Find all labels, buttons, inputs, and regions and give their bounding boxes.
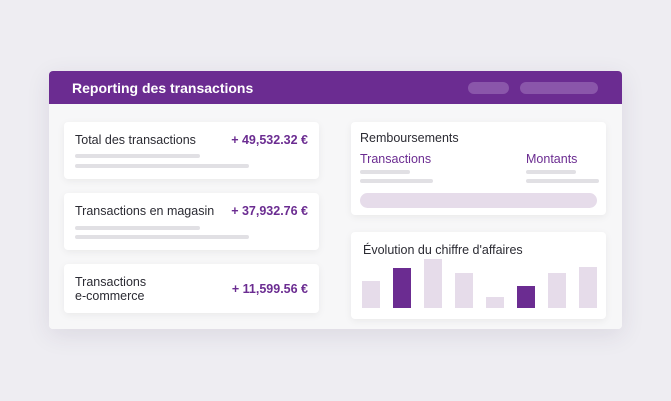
chart-bar-4: [455, 273, 473, 308]
refunds-amounts-column[interactable]: Montants: [526, 152, 578, 166]
placeholder-line: [526, 170, 576, 174]
header-wide-pill-button[interactable]: [520, 82, 598, 94]
chart-bar-2: [393, 268, 411, 308]
stat-label-line2: e-commerce: [75, 289, 145, 303]
window-header: Reporting des transactions: [49, 71, 622, 104]
chart-title: Évolution du chiffre d'affaires: [363, 243, 523, 257]
refunds-title: Remboursements: [360, 131, 459, 145]
refunds-transactions-column[interactable]: Transactions: [360, 152, 432, 166]
placeholder-line: [360, 179, 433, 183]
header-pill-button[interactable]: [468, 82, 509, 94]
placeholder-line: [526, 179, 599, 183]
dashboard-body: Total des transactions + 49,532.32 € Tra…: [49, 104, 622, 329]
stat-card-store: Transactions en magasin + 37,932.76 €: [64, 193, 319, 250]
stat-label: Total des transactions: [75, 133, 196, 147]
refunds-progress-bar: [360, 193, 597, 208]
chart-bar-8: [579, 267, 597, 308]
page-title: Reporting des transactions: [72, 79, 254, 96]
stat-value: + 49,532.32 €: [231, 133, 308, 147]
stat-card-total: Total des transactions + 49,532.32 €: [64, 122, 319, 179]
revenue-bar-chart: [362, 259, 597, 308]
stat-value: + 37,932.76 €: [231, 204, 308, 218]
chart-bar-3: [424, 259, 442, 308]
revenue-chart-card: Évolution du chiffre d'affaires: [351, 232, 606, 319]
reporting-window: Reporting des transactions Total des tra…: [49, 71, 622, 329]
stat-label: Transactions en magasin: [75, 204, 215, 218]
chart-bar-6: [517, 286, 535, 308]
chart-bar-5: [486, 297, 504, 308]
stat-value: + 11,599.56 €: [231, 282, 308, 296]
placeholder-line: [75, 164, 249, 168]
placeholder-line: [75, 154, 200, 158]
placeholder-line: [75, 226, 200, 230]
chart-bar-1: [362, 281, 380, 308]
chart-bar-7: [548, 273, 566, 308]
stat-card-ecommerce: Transactions e-commerce + 11,599.56 €: [64, 264, 319, 313]
refunds-card: Remboursements Transactions Montants: [351, 122, 606, 215]
placeholder-line: [75, 235, 249, 239]
stat-label-line1: Transactions: [75, 275, 147, 289]
placeholder-line: [360, 170, 410, 174]
